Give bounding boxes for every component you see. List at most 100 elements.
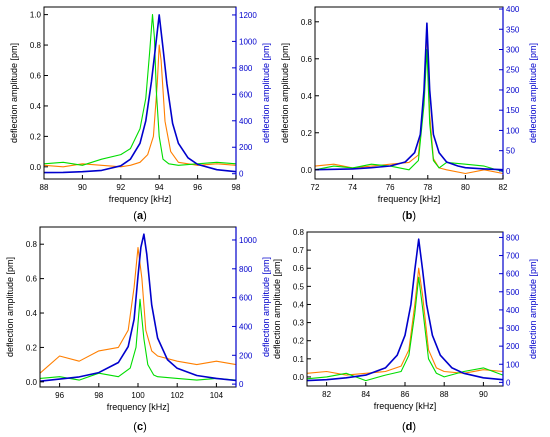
y-left-tick-label: 0.5 [293,282,305,291]
series-line-3 [306,238,504,382]
x-tick-label: 92 [116,183,125,192]
y-left-tick-label: 0.4 [26,309,38,318]
y-left-tick-label: 1.0 [30,11,42,20]
y-right-tick-label: 400 [239,322,253,331]
x-tick-label: 98 [232,183,241,192]
y-left-tick-label: 0.6 [30,71,42,80]
chart-panel-1: 88 90 92 94 96 98 0.0 0.2 0.4 0.6 0.8 1.0 0 200 400 600… [9,6,271,222]
y-right-tick-label: 600 [239,294,253,303]
y-right-axis-label: deflection amplitude [pm] [528,43,538,143]
y-left-tick-label: 0.6 [293,264,305,273]
y-right-tick-label: 300 [506,45,520,54]
y-right-tick-label: 1200 [239,11,257,20]
series-line-3 [314,22,504,171]
y-left-axis-label: deflection amplitude [pm] [272,259,282,359]
y-left-tick-label: 0.6 [301,55,313,64]
series-line-2 [306,276,504,382]
x-tick-label: 100 [131,391,145,400]
y-right-tick-label: 200 [506,86,520,95]
x-tick-label: 104 [210,391,224,400]
panel-label: (b) [402,210,416,222]
series-line-2 [314,48,504,173]
y-right-tick-label: 100 [506,360,520,369]
y-left-tick-label: 0.6 [26,275,38,284]
plot-frame [314,6,504,180]
y-right-tick-label: 1000 [239,236,257,245]
y-right-tick-label: 600 [506,270,520,279]
y-right-axis-label: deflection amplitude [pm] [261,43,271,143]
y-right-tick-label: 0 [506,378,511,387]
y-left-tick-label: 0.2 [301,129,313,138]
y-left-tick-label: 0.7 [293,246,305,255]
y-right-tick-label: 250 [506,66,520,75]
y-left-tick-label: 0.8 [293,228,305,237]
x-tick-label: 82 [499,183,508,192]
y-left-tick-label: 0.2 [293,337,305,346]
y-left-tick-label: 0.0 [26,378,38,387]
series-line-2 [43,14,237,166]
y-left-tick-label: 0.4 [30,102,42,111]
y-right-tick-label: 400 [239,117,253,126]
y-right-tick-label: 500 [506,288,520,297]
y-left-tick-label: 0.8 [30,41,42,50]
y-left-tick-label: 0.2 [30,132,42,141]
x-tick-label: 88 [440,390,449,399]
y-right-tick-label: 400 [506,306,520,315]
y-left-axis-label: deflection amplitude [pm] [9,43,19,143]
y-left-tick-label: 0.8 [301,18,313,27]
y-right-tick-label: 600 [239,90,253,99]
y-left-tick-label: 0.0 [30,163,42,172]
y-left-axis-label: deflection amplitude [pm] [5,257,15,357]
y-right-tick-label: 1000 [239,37,257,46]
y-right-axis-label: deflection amplitude [pm] [261,257,271,357]
y-left-tick-label: 0.0 [293,373,305,382]
y-right-tick-label: 300 [506,324,520,333]
y-right-tick-label: 0 [239,380,244,389]
y-right-tick-label: 200 [239,351,253,360]
y-left-tick-label: 0.2 [26,343,38,352]
x-axis-label: frequency [kHz] [109,194,172,204]
chart-panel-3: 96 98 100 102 104 0.0 0.2 0.4 0.6 0.8 0 200 400 600 80… [5,226,271,433]
series-line-1 [43,44,237,168]
panel-label: (c) [133,421,146,433]
y-right-tick-label: 800 [239,64,253,73]
x-tick-label: 90 [479,390,488,399]
series-line-1 [314,30,504,175]
x-tick-label: 90 [78,183,87,192]
x-tick-label: 102 [171,391,185,400]
series-line-1 [306,267,504,376]
x-tick-label: 86 [401,390,410,399]
x-axis-label: frequency [kHz] [378,194,441,204]
y-right-tick-label: 200 [506,342,520,351]
x-tick-label: 76 [386,183,395,192]
plot-frame [43,6,237,180]
x-axis-label: frequency [kHz] [374,401,437,411]
y-left-tick-label: 0.3 [293,319,305,328]
x-tick-label: 98 [94,391,103,400]
series-line-3 [39,233,237,382]
y-right-tick-label: 50 [506,147,515,156]
y-right-axis-label: deflection amplitude [pm] [528,259,538,359]
y-left-axis-label: deflection amplitude [pm] [280,43,290,143]
series-line-3 [43,14,237,174]
panel-label: (d) [402,421,416,433]
y-left-tick-label: 0.4 [293,300,305,309]
y-right-tick-label: 350 [506,25,520,34]
x-tick-label: 84 [361,390,370,399]
y-right-tick-label: 100 [506,126,520,135]
x-tick-label: 96 [55,391,64,400]
y-right-tick-label: 700 [506,252,520,261]
y-right-tick-label: 0 [506,167,511,176]
y-right-tick-label: 200 [239,143,253,152]
y-left-tick-label: 0.1 [293,355,305,364]
x-tick-label: 80 [461,183,470,192]
x-tick-label: 72 [311,183,320,192]
series-line-1 [39,247,237,374]
x-tick-label: 78 [423,183,432,192]
x-tick-label: 74 [348,183,357,192]
y-right-tick-label: 800 [239,265,253,274]
x-tick-label: 94 [155,183,164,192]
panel-label: (a) [133,210,146,222]
x-tick-label: 88 [40,183,49,192]
